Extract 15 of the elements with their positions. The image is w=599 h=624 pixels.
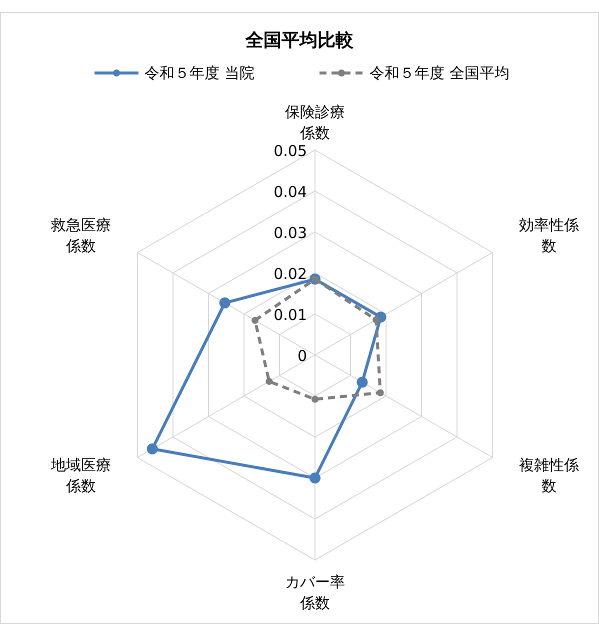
y-tick-label: 0: [297, 347, 307, 365]
spoke-label: 地域医療係数: [50, 456, 112, 495]
y-tick-label: 0.05: [274, 142, 307, 160]
spoke-label: 複雑性係数: [518, 456, 579, 495]
spoke-label: 救急医療係数: [50, 216, 112, 256]
chart-title: 全国平均比較: [244, 30, 354, 51]
legend-label: 令和５年度 当院: [144, 64, 254, 82]
spoke-label: カバー率係数: [285, 573, 345, 612]
spoke-label: 保険診療係数: [285, 103, 345, 142]
y-tick-label: 0.04: [274, 183, 307, 201]
spoke-label: 効率性係数: [518, 216, 579, 256]
legend-label: 令和５年度 全国平均: [370, 64, 510, 82]
y-tick-label: 0.03: [274, 224, 307, 242]
y-tick-label: 0.02: [274, 265, 307, 283]
y-tick-label: 0.01: [274, 306, 307, 324]
